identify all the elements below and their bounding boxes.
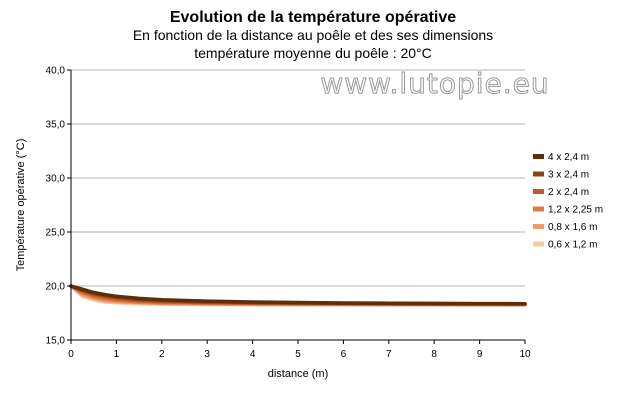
series-line-0 <box>69 284 527 306</box>
legend-label-2: 2 x 2,4 m <box>548 187 589 198</box>
y-tick-labels: 15,0 20,0 25,0 30,0 35,0 40,0 <box>46 66 71 347</box>
legend-swatch-4 <box>533 224 544 229</box>
legend-swatch-5 <box>533 241 544 247</box>
watermark: www.lutopie.eu <box>320 67 549 100</box>
legend-swatch-3 <box>533 206 544 212</box>
y-axis-label: Température opérative (°C) <box>15 139 27 272</box>
y-tick-label-4: 35,0 <box>46 120 66 131</box>
legend-swatch-0 <box>533 154 544 159</box>
legend-label-4: 0,8 x 1,6 m <box>548 222 597 233</box>
x-tick-label-3: 3 <box>204 349 210 360</box>
y-tick-label-5: 40,0 <box>46 66 66 77</box>
x-tick-label-9: 9 <box>477 349 483 360</box>
chart-subtitle-line-2: température moyenne du poêle : 20°C <box>194 45 432 61</box>
y-tick-label-0: 15,0 <box>46 336 66 347</box>
x-tick-label-0: 0 <box>68 349 74 360</box>
plot-area <box>71 70 525 340</box>
x-tick-label-7: 7 <box>386 349 392 360</box>
y-tick-label-3: 30,0 <box>46 174 66 185</box>
x-tick-label-5: 5 <box>295 349 301 360</box>
legend: 4 x 2,4 m 3 x 2,4 m 2 x 2,4 m 1,2 x 2,25 m 0… <box>533 152 603 251</box>
chart-subtitle-line-1: En fonction de la distance au poêle et d… <box>133 27 493 43</box>
x-tick-labels: 0 1 2 3 4 5 6 7 8 9 10 <box>68 340 531 360</box>
legend-label-0: 4 x 2,4 m <box>548 152 589 163</box>
x-tick-label-10: 10 <box>519 349 531 360</box>
y-tick-label-1: 20,0 <box>46 282 66 293</box>
legend-swatch-1 <box>533 171 544 177</box>
series-layer <box>69 284 527 307</box>
x-axis-label: distance (m) <box>268 368 329 380</box>
x-tick-label-8: 8 <box>431 349 437 360</box>
x-tick-label-1: 1 <box>114 349 120 360</box>
x-tick-label-2: 2 <box>159 349 165 360</box>
x-tick-label-4: 4 <box>250 349 256 360</box>
legend-label-3: 1,2 x 2,25 m <box>548 205 603 216</box>
legend-label-5: 0,6 x 1,2 m <box>548 240 597 251</box>
chart-title: Evolution de la température opérative <box>170 9 456 26</box>
x-tick-label-6: 6 <box>341 349 347 360</box>
legend-label-1: 3 x 2,4 m <box>548 170 589 181</box>
y-tick-label-2: 25,0 <box>46 228 66 239</box>
legend-swatch-2 <box>533 189 544 194</box>
